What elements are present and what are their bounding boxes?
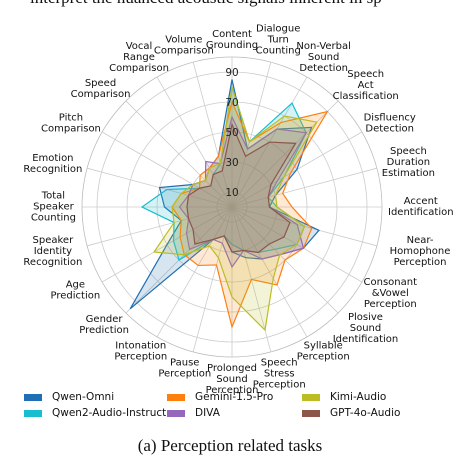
axis-label: Non-Verbal Sound Detection [296,41,351,75]
r-tick-label: 70 [225,97,238,109]
axis-label: Total Speaker Counting [30,190,76,224]
series-area [152,86,318,332]
r-tick-label: 30 [225,157,238,169]
axis-label: Prolonged Sound Perception [205,363,259,396]
caption: (a) Perception related tasks [137,436,323,455]
axis-label: Near-Homophone Perception [389,235,451,269]
legend-swatch [302,410,320,417]
r-tick-label: 10 [225,187,238,199]
axis-label: Vocal Range Comparison [109,41,169,75]
spoke [192,206,233,352]
spoke [101,131,233,208]
spoke [125,100,233,208]
spoke [231,206,308,338]
spoke [192,62,233,208]
legend-label: Kimi-Audio [330,391,387,403]
legend-swatch [302,394,320,401]
axis-label: Speech Act Classification [332,68,399,102]
axis-label: Disfluency Detection [363,112,416,135]
spoke [231,62,272,208]
r-tick-label: 90 [225,67,238,79]
axis-label: Content Grounding [205,29,259,51]
axis-label: Syllable Perception [296,340,350,363]
spoke [87,206,233,247]
axis-label: Speaker Identity Recognition [23,235,83,269]
legend-swatch [24,394,42,401]
legend-label: GPT-4o-Audio [330,407,401,419]
legend-label: Gemini-1.5-Pro [195,391,274,403]
axis-label: Speech Duration Estimation [381,145,436,179]
spoke [156,206,233,338]
legend-label: DIVA [195,407,220,419]
legend-label: Qwen-Omni [52,391,115,403]
axis-label: Age Prediction [50,279,101,302]
axis-label: Dialogue Turn Counting [255,23,301,57]
spoke [231,100,339,208]
axis-label: Pitch Comparison [41,112,101,135]
legend-swatch [24,410,42,417]
axis-label: Speech Stress Perception [252,357,306,391]
chart: 10 30 50 70 90 [81,56,383,358]
axis-label: Emotion Recognition [23,152,83,175]
series-area [186,122,297,254]
legend-swatch [167,410,185,417]
r-tick-label: 50 [225,127,238,139]
cropped-text: interpret the nuanced acoustic signals i… [30,0,382,8]
spoke [156,76,233,208]
legend-swatch [167,394,185,401]
axis-label: Consonant &Vowel Perception [363,276,418,310]
legend-label: Qwen2-Audio-Instruct [52,407,167,419]
axis-label: Plosive Sound Identification [332,312,399,346]
axis-label: Gender Prediction [79,314,129,337]
axis-label: Volume Comparison [153,34,214,57]
spoke [231,167,377,208]
axis-label: Speed Comparison [70,77,131,100]
axis-label: Intonation Perception [114,340,168,363]
axis-label: Pause Perception [158,357,212,380]
axis-label: Accent Identification [388,196,454,218]
